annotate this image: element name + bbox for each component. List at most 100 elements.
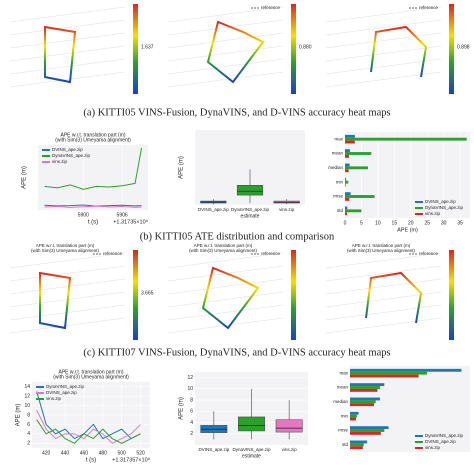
legend-label: DVINS_ape.zip [425, 439, 456, 444]
x-tick-label: 20 [408, 220, 414, 226]
y-tick-label: 4 [190, 420, 193, 426]
bar [345, 195, 375, 198]
trajectory [201, 266, 260, 330]
y-tick-label: 14 [24, 384, 30, 390]
x-offset: +1.317357×10⁹ [112, 456, 150, 463]
chart-subtitle: (with Sim(3) Umeyama alignment) [53, 374, 129, 380]
bar [350, 414, 357, 418]
grid-3d [167, 252, 284, 269]
legend-label: DynaVINS_ape.zip [425, 205, 464, 210]
grid-3d [325, 304, 442, 321]
bar [350, 411, 359, 415]
trajectory [39, 271, 72, 330]
box [236, 185, 264, 196]
colorbar-label: 0.880 [299, 44, 312, 50]
y-tick-label: 12 [24, 393, 30, 399]
grid-3d [325, 291, 442, 308]
bar [345, 149, 350, 153]
x-tick-label: 5906 [117, 212, 128, 218]
bar [345, 206, 348, 210]
legend-label: vins.zip [425, 211, 441, 216]
colorbar [291, 250, 296, 340]
legend-label: DVINS_ape.zip [52, 147, 83, 152]
grid-3d [9, 45, 126, 62]
bar [345, 212, 347, 216]
legend-label: DVINS_ape.zip [425, 199, 456, 204]
grid-3d [325, 317, 442, 334]
plot-area [345, 132, 470, 218]
bar [350, 371, 428, 375]
caption: (b) KITTI05 ATE distribution and compari… [140, 231, 335, 242]
bar [345, 163, 350, 167]
grid-3d [167, 19, 284, 36]
y-axis-label: APE (m) [22, 166, 28, 189]
y-tick-label: min [336, 179, 344, 184]
y-tick-label: rmse [338, 428, 348, 433]
y-tick-label: 6 [190, 409, 193, 415]
x-tick-label: DynaVINS_ape.zip [231, 207, 270, 212]
grid-3d [325, 45, 442, 62]
x-tick-label: 480 [99, 450, 108, 456]
bar [345, 197, 350, 201]
bar [350, 368, 462, 372]
x-offset: +1.31735×10⁹ [113, 218, 148, 225]
y-tick-label: 6 [27, 422, 30, 428]
x-tick-label: 5900 [78, 212, 89, 218]
legend-label: DynaVINS_ape.zip [425, 433, 464, 438]
grid-3d [9, 58, 126, 75]
grid-3d [167, 278, 284, 295]
y-tick-label: median [328, 165, 343, 170]
y-tick-label: 10 [187, 386, 193, 392]
y-tick-label: 2 [190, 431, 193, 437]
y-axis-label: APE (m) [16, 404, 22, 427]
colorbar-label: 1.637 [141, 44, 154, 50]
chart-title: APE w.r.t. translation part (m) [60, 132, 125, 138]
bar [345, 180, 349, 184]
bar [345, 183, 346, 187]
y-tick-label: 4 [27, 431, 30, 437]
grid-3d [9, 317, 126, 334]
y-tick-label: max [334, 136, 343, 141]
grid-3d [325, 252, 442, 269]
x-tick-label: 15 [392, 220, 398, 226]
grid-3d [9, 19, 126, 36]
grid-3d [9, 265, 126, 282]
bar [350, 431, 381, 435]
bar [350, 383, 385, 387]
x-tick-label: vins.zip [279, 207, 295, 212]
x-tick-label: DVINS_ape.zip [198, 447, 229, 452]
trajectory [370, 25, 428, 78]
grid-3d [9, 71, 126, 88]
grid-3d [167, 6, 284, 23]
x-axis-label: APE (m) [397, 227, 418, 233]
grid-3d [9, 6, 126, 23]
series-line [36, 410, 141, 444]
colorbar [133, 4, 138, 94]
colorbar-label: 3.665 [141, 290, 154, 296]
legend-label: vins.zip [52, 159, 68, 164]
x-tick-label: 5 [360, 220, 363, 226]
grid-3d [167, 71, 284, 88]
legend-label: DVINS_ape.zip [46, 390, 77, 395]
legend-label: vins.zip [425, 445, 441, 450]
trajectory [206, 20, 265, 84]
bar [350, 386, 380, 389]
y-tick-label: 8 [190, 397, 193, 403]
y-tick-label: std [342, 442, 349, 447]
colorbar [449, 250, 454, 340]
grid-3d [325, 265, 442, 282]
y-tick-label: median [333, 399, 348, 404]
bar [350, 403, 374, 407]
bar [345, 137, 467, 141]
legend-label: reference [419, 251, 439, 256]
colorbar-label: 0.898 [457, 44, 470, 50]
x-tick-label: 420 [42, 450, 51, 456]
box [238, 416, 265, 432]
bar [345, 177, 346, 181]
y-tick-label: mean [337, 385, 349, 390]
x-tick-label: 35 [457, 220, 463, 226]
grid-3d [9, 252, 126, 269]
grid-3d [167, 304, 284, 321]
series-line [44, 147, 143, 190]
